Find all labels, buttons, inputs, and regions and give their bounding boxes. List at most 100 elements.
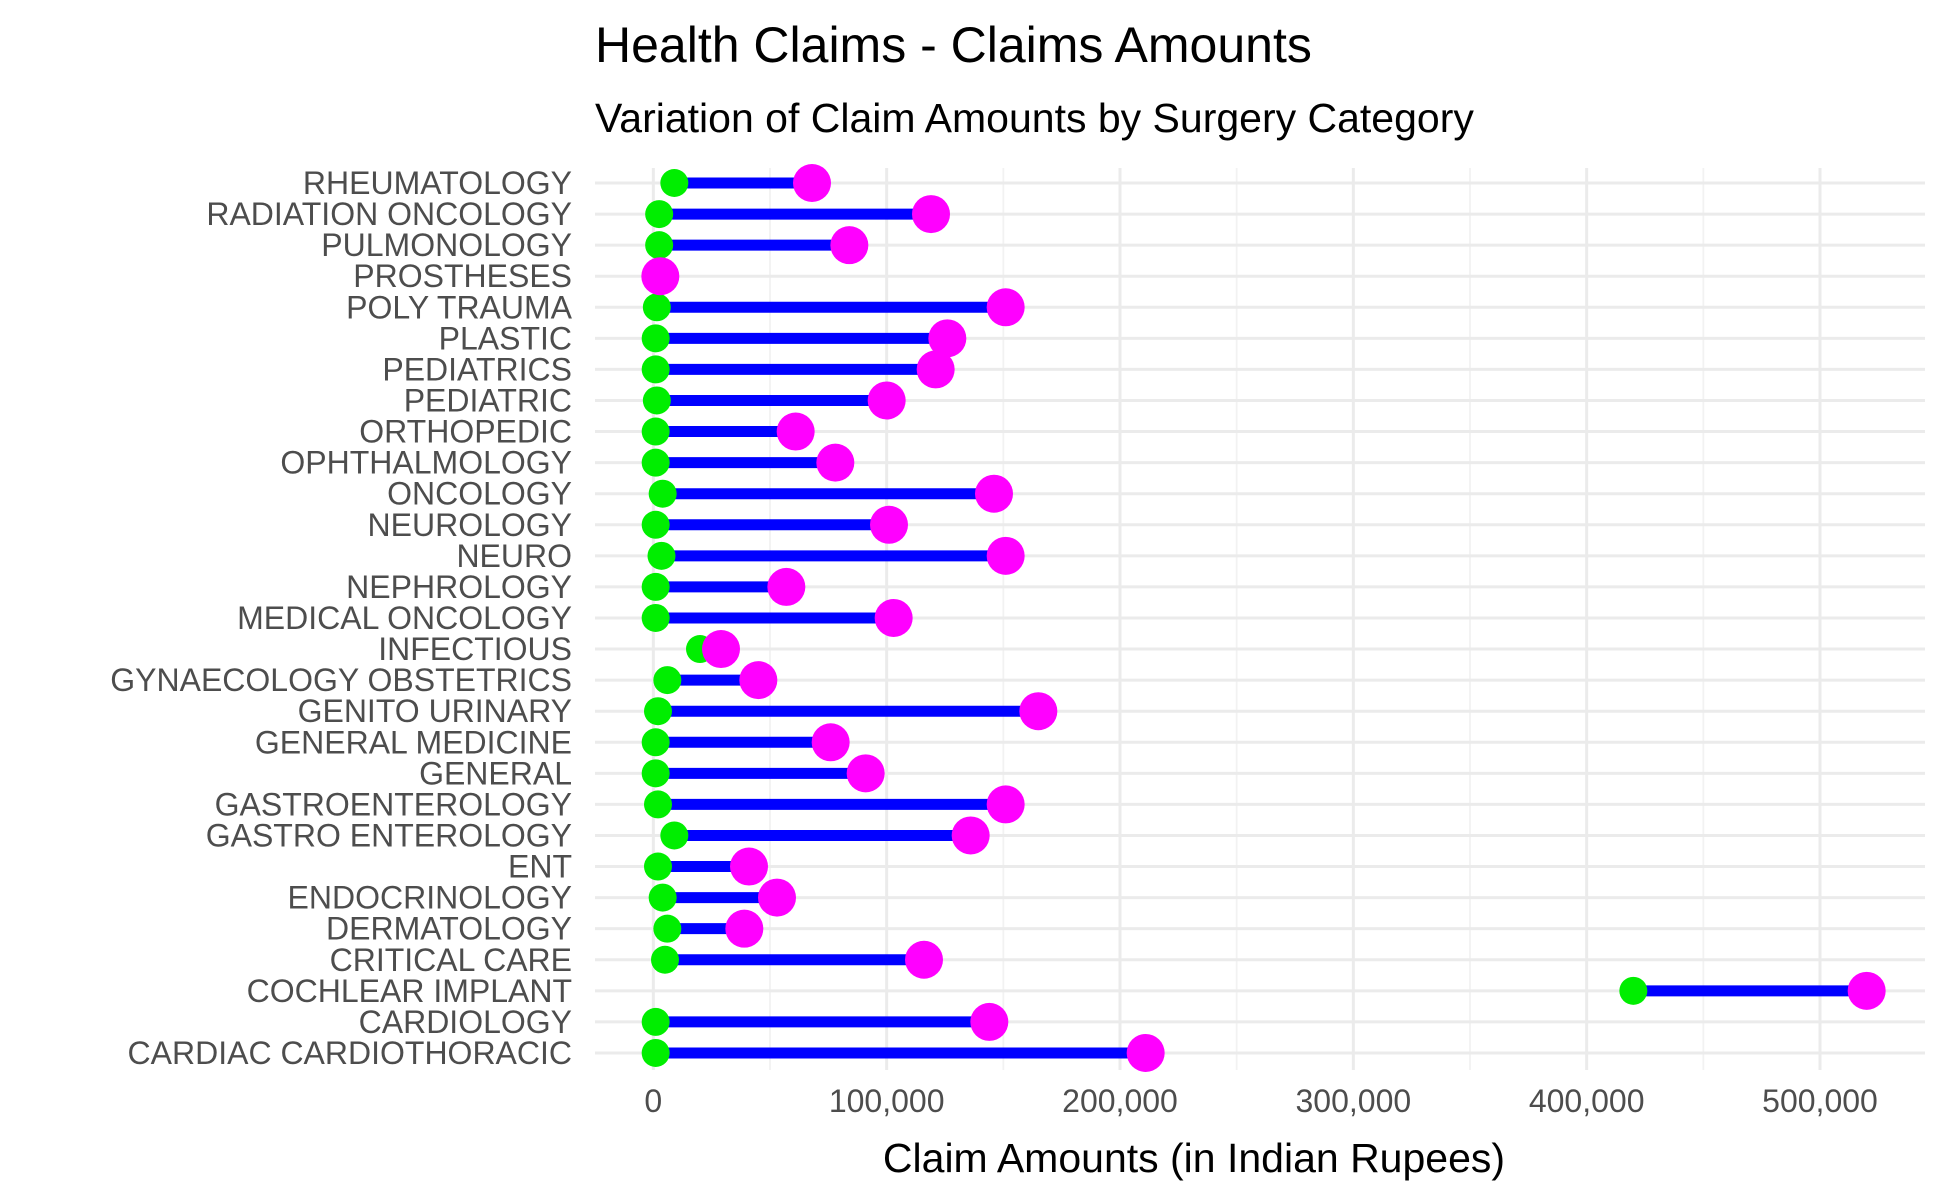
y-tick-label: GYNAECOLOGY OBSTETRICS [110,662,572,698]
y-tick-label: RADIATION ONCOLOGY [206,196,572,232]
y-tick-label: OPHTHALMOLOGY [280,445,572,481]
min-point [648,479,677,508]
y-tick-label: MEDICAL ONCOLOGY [237,600,572,636]
max-point [846,754,885,793]
min-point [648,883,677,912]
max-point [767,567,806,606]
x-tick-label: 400,000 [1529,1083,1645,1119]
max-point [1847,971,1886,1010]
max-point [739,661,778,700]
min-point [653,914,682,943]
y-tick-label: RHEUMATOLOGY [303,165,572,201]
max-point [641,257,680,296]
max-point [793,164,831,202]
min-point [641,759,670,788]
min-point [645,200,674,229]
max-point [816,443,855,482]
min-point [647,541,676,570]
max-point [986,785,1025,824]
max-point [916,350,955,389]
max-point [867,381,906,420]
x-tick-labels: 0 100,000 200,000 300,000 400,000 500,000 [644,1083,1877,1119]
y-tick-label: PEDIATRIC [404,382,572,418]
y-tick-label: ONCOLOGY [387,476,572,512]
min-point [645,231,674,260]
max-point [1019,692,1058,731]
min-point [653,666,682,695]
min-point [1619,976,1648,1005]
y-tick-label: DERMATOLOGY [326,911,572,947]
y-tick-label: GENITO URINARY [298,693,572,729]
max-point [986,288,1025,327]
x-tick-label: 0 [644,1083,662,1119]
y-tick-label: CARDIOLOGY [359,1004,572,1040]
y-tick-label: ENT [508,849,572,885]
min-point [644,790,672,819]
max-point [758,878,796,917]
max-point [870,505,908,544]
min-point [660,169,689,197]
y-tick-label: GENERAL [419,755,572,791]
y-tick-label: PLASTIC [439,320,572,356]
max-point [928,319,967,358]
max-point [874,598,913,637]
y-tick-label: NEURO [456,538,572,574]
y-tick-label: GASTROENTEROLOGY [215,786,572,822]
x-axis-title: Claim Amounts (in Indian Rupees) [883,1135,1505,1181]
y-tick-label: POLY TRAUMA [346,289,573,325]
min-point [644,697,672,726]
y-tick-label: GENERAL MEDICINE [255,724,572,760]
y-tick-label: ENDOCRINOLOGY [288,880,572,916]
min-point [642,386,671,415]
x-tick-label: 300,000 [1295,1083,1411,1119]
max-point [702,630,740,669]
max-point [986,536,1025,575]
max-point [730,847,768,886]
min-point [641,510,670,539]
max-point [905,940,943,979]
y-tick-label: PEDIATRICS [382,351,572,387]
min-point [660,821,689,850]
y-tick-label: PULMONOLOGY [321,227,572,263]
y-tick-label: INFECTIOUS [378,631,572,667]
max-point [725,909,764,948]
max-point [1126,1033,1165,1072]
y-tick-label: CRITICAL CARE [330,942,572,978]
x-tick-label: 500,000 [1762,1083,1878,1119]
chart-title: Health Claims - Claims Amounts [595,17,1312,73]
min-point [641,728,670,757]
min-point [641,417,670,446]
min-point [642,293,671,322]
min-point [641,355,670,384]
max-point [975,474,1013,513]
x-tick-label: 200,000 [1062,1083,1178,1119]
y-tick-label: ORTHOPEDIC [359,414,572,450]
max-point [811,723,850,762]
x-tick-label: 100,000 [829,1083,945,1119]
min-point [641,572,670,601]
max-point [776,412,815,451]
y-tick-label: CARDIAC CARDIOTHORACIC [128,1035,572,1071]
y-tick-label: GASTRO ENTEROLOGY [206,817,572,853]
chart-subtitle: Variation of Claim Amounts by Surgery Ca… [595,95,1474,141]
max-point [912,195,950,234]
max-point [970,1002,1009,1041]
segment-layer [655,177,1867,1059]
y-tick-label: PROSTHESES [353,258,572,294]
min-point [651,945,679,974]
y-tick-label: COCHLEAR IMPLANT [247,973,572,1009]
y-tick-label: NEUROLOGY [368,507,572,543]
min-point [641,1038,670,1067]
y-tick-label: NEPHROLOGY [346,569,572,605]
point-layer [641,164,1886,1072]
min-point [644,852,672,881]
min-point [641,324,670,353]
min-point [641,603,670,632]
max-point [830,226,869,265]
min-point [641,1007,670,1036]
min-point [641,448,670,477]
max-point [951,816,990,855]
